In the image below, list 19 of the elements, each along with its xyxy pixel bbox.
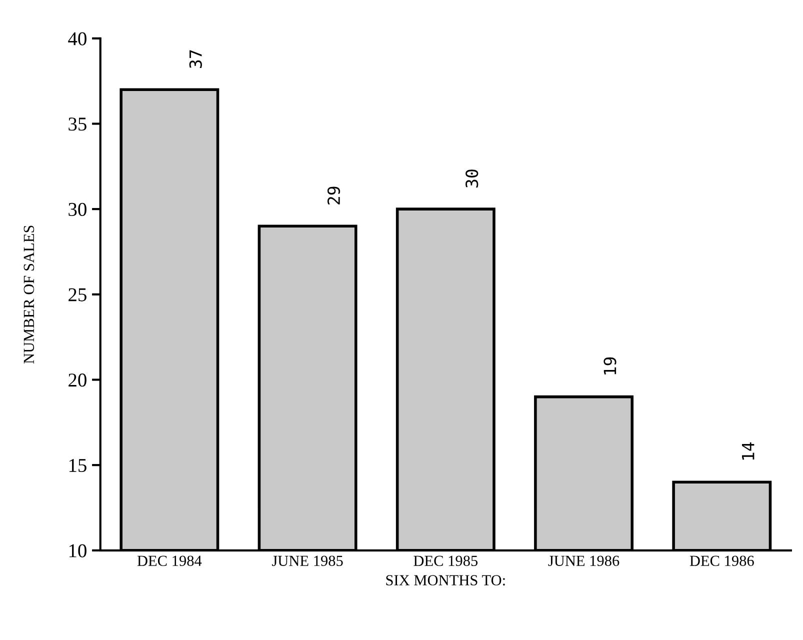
x-tick-label: DEC 1985 xyxy=(414,556,478,566)
y-tick-label: 40 xyxy=(68,32,86,46)
x-tick-label: JUNE 1985 xyxy=(272,556,343,566)
y-tick-label: 25 xyxy=(68,288,86,302)
y-tick-label: 15 xyxy=(69,458,86,472)
x-tick-label: JUNE 1986 xyxy=(548,556,620,566)
y-axis-title: NUMBER OF SALES xyxy=(24,226,34,364)
data-label: 14 xyxy=(742,442,754,460)
data-label: 19 xyxy=(604,357,616,374)
y-tick-label: 30 xyxy=(68,202,86,216)
x-axis-title: SIX MONTHS TO: xyxy=(386,575,505,586)
data-label: 29 xyxy=(327,186,340,204)
data-label: 30 xyxy=(466,170,478,188)
y-tick-label: 35 xyxy=(68,118,86,131)
y-tick-label: 20 xyxy=(68,374,86,387)
x-tick-label: DEC 1986 xyxy=(690,556,754,566)
x-tick-label: DEC 1984 xyxy=(137,556,202,566)
data-label: 37 xyxy=(189,50,202,68)
y-tick-label: 10 xyxy=(69,544,86,558)
